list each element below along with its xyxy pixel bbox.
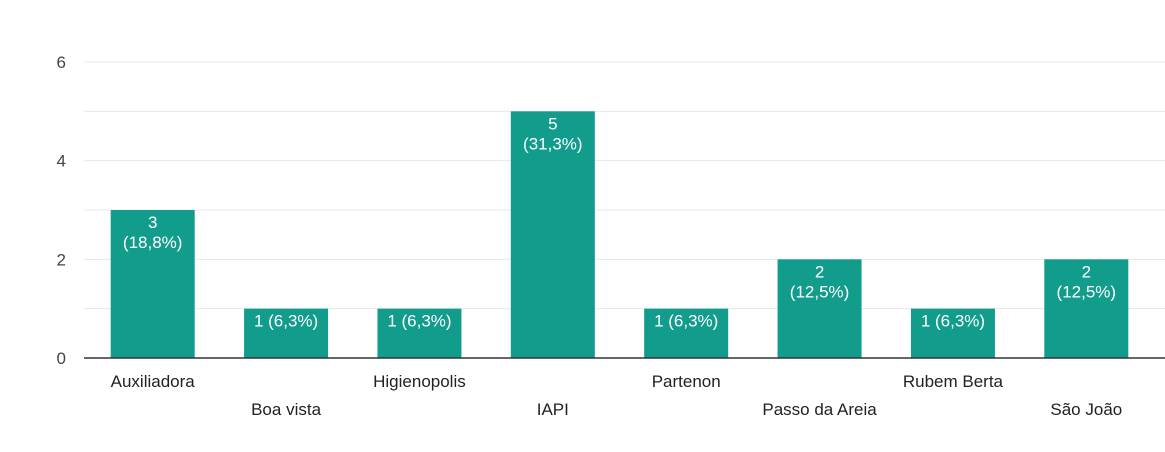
bar-data-label: 5 [548, 114, 557, 133]
x-axis-labels: Auxiliadora Boa vista Higienopolis IAPI Part… [111, 372, 1123, 419]
y-tick-label: 2 [57, 250, 66, 269]
bar [244, 308, 329, 358]
bar-data-label: 1 (6,3%) [654, 312, 718, 331]
bar [110, 210, 195, 358]
category-label: Higienopolis [373, 372, 466, 391]
y-tick-label: 4 [57, 152, 66, 171]
category-label: São João [1050, 400, 1122, 419]
category-label: Auxiliadora [111, 372, 196, 391]
bar-data-label: (12,5%) [790, 282, 850, 301]
bar-data-label: 1 (6,3%) [387, 312, 451, 331]
category-label: Passo da Areia [762, 400, 877, 419]
category-label: IAPI [537, 400, 569, 419]
bar-data-label: 3 [148, 213, 157, 232]
y-tick-label: 6 [57, 53, 66, 72]
data-labels: 3(18,8%) 1 (6,3%) 1 (6,3%) 5(31,3%) 1 (6,3%)… [123, 114, 1116, 330]
category-label: Boa vista [251, 400, 321, 419]
category-label: Rubem Berta [903, 372, 1004, 391]
bar-data-label: (31,3%) [523, 134, 583, 153]
bar [910, 308, 995, 358]
bar [1044, 259, 1129, 358]
bar-data-label: (12,5%) [1057, 282, 1117, 301]
bar-data-label: 1 (6,3%) [921, 312, 985, 331]
bar-data-label: (18,8%) [123, 233, 183, 252]
bar [377, 308, 462, 358]
bar [510, 111, 595, 358]
gridlines [84, 61, 1165, 310]
bar [777, 259, 862, 358]
bar [644, 308, 729, 358]
y-axis-ticks: 0 2 4 6 [57, 53, 66, 368]
bar-data-label: 2 [815, 262, 824, 281]
category-label: Partenon [652, 372, 721, 391]
bar-data-label: 2 [1082, 262, 1091, 281]
bars [110, 111, 1129, 358]
bar-data-label: 1 (6,3%) [254, 312, 318, 331]
y-tick-label: 0 [57, 349, 66, 368]
